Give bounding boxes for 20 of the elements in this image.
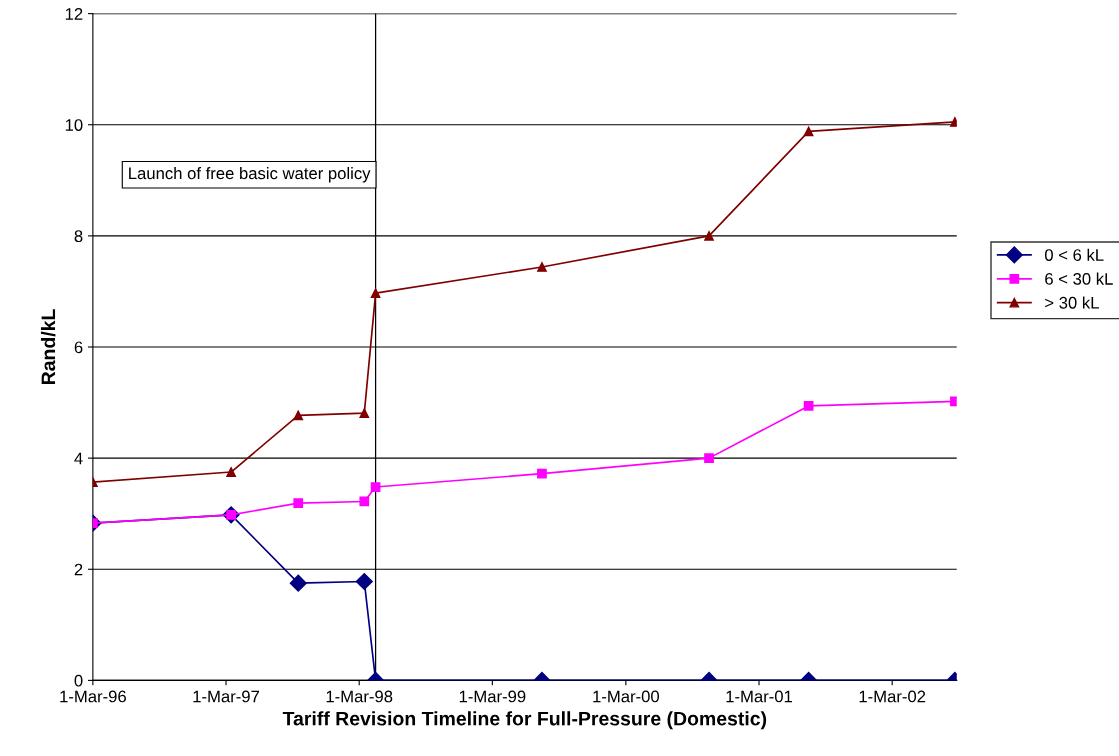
y-tick-label: 6 bbox=[74, 341, 83, 354]
x-tick-label: 1-Mar-99 bbox=[459, 690, 526, 703]
x-tick-label: 1-Mar-98 bbox=[326, 690, 393, 703]
x-tick-label: 1-Mar-96 bbox=[60, 690, 126, 703]
x-tick-label: 1-Mar-02 bbox=[859, 690, 926, 703]
legend-label: 6 < 30 kL bbox=[1045, 272, 1113, 285]
ref-line-label: Launch of free basic water policy bbox=[129, 166, 371, 183]
x-tick-label: 1-Mar-97 bbox=[193, 690, 259, 703]
y-tick-label: 0 bbox=[74, 674, 83, 687]
y-tick-label: 12 bbox=[65, 8, 83, 20]
y-tick-label: 8 bbox=[74, 230, 83, 243]
x-tick-label: 1-Mar-01 bbox=[726, 690, 793, 703]
y-axis-title: Rand/kL bbox=[40, 309, 56, 385]
x-tick-label: 1-Mar-00 bbox=[593, 690, 660, 703]
x-axis-title: Tariff Revision Timeline for Full-Pressure (Domestic) bbox=[282, 711, 767, 730]
y-tick-label: 10 bbox=[65, 119, 83, 131]
y-tick-label: 2 bbox=[74, 563, 83, 576]
legend-label: 0 < 6 kL bbox=[1044, 248, 1104, 261]
y-tick-label: 4 bbox=[74, 452, 83, 465]
legend-label: > 30 kL bbox=[1045, 296, 1099, 309]
